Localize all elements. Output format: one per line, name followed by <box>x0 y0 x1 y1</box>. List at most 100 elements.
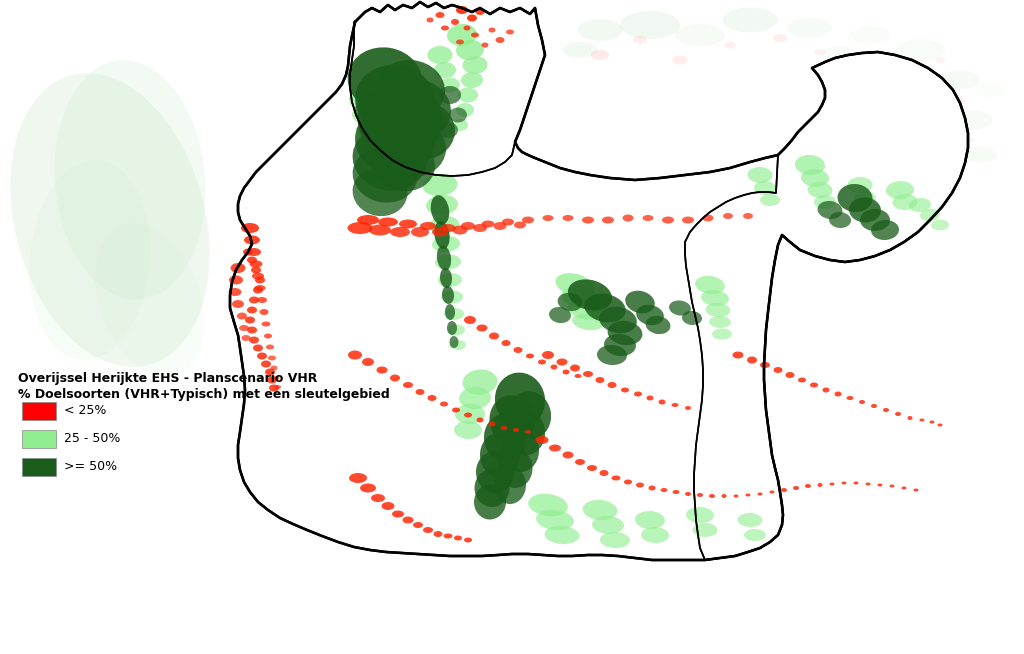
Ellipse shape <box>760 194 780 206</box>
Ellipse shape <box>452 407 460 413</box>
Ellipse shape <box>795 155 825 175</box>
Ellipse shape <box>355 105 435 175</box>
Ellipse shape <box>634 392 642 396</box>
Ellipse shape <box>434 221 450 249</box>
Bar <box>22 458 56 476</box>
Ellipse shape <box>860 202 880 214</box>
Ellipse shape <box>587 465 597 471</box>
Ellipse shape <box>447 321 457 335</box>
Ellipse shape <box>463 370 498 394</box>
Text: < 25%: < 25% <box>63 405 106 417</box>
Ellipse shape <box>247 248 261 256</box>
Ellipse shape <box>463 56 487 74</box>
Ellipse shape <box>255 277 265 283</box>
Ellipse shape <box>488 421 496 426</box>
Ellipse shape <box>692 523 718 537</box>
Ellipse shape <box>737 513 763 527</box>
Ellipse shape <box>514 222 526 228</box>
Polygon shape <box>230 2 968 560</box>
Ellipse shape <box>600 532 630 548</box>
Ellipse shape <box>567 301 602 319</box>
Ellipse shape <box>673 490 680 494</box>
Ellipse shape <box>416 389 425 395</box>
Ellipse shape <box>54 60 206 300</box>
Ellipse shape <box>785 372 795 378</box>
Ellipse shape <box>456 6 468 14</box>
Ellipse shape <box>838 184 872 212</box>
Ellipse shape <box>920 419 925 421</box>
Ellipse shape <box>848 177 872 193</box>
Ellipse shape <box>732 351 743 358</box>
Ellipse shape <box>441 26 449 31</box>
Text: 25 - 50%: 25 - 50% <box>63 432 121 445</box>
Ellipse shape <box>505 409 545 455</box>
Ellipse shape <box>607 321 642 345</box>
Ellipse shape <box>645 316 671 334</box>
Ellipse shape <box>243 249 253 256</box>
Ellipse shape <box>793 486 799 490</box>
Ellipse shape <box>242 335 251 341</box>
Ellipse shape <box>585 294 626 322</box>
Ellipse shape <box>624 479 632 485</box>
Ellipse shape <box>754 181 776 195</box>
Ellipse shape <box>814 49 826 55</box>
Ellipse shape <box>245 317 255 324</box>
Ellipse shape <box>241 223 259 233</box>
Ellipse shape <box>474 485 506 519</box>
Ellipse shape <box>865 483 870 485</box>
Ellipse shape <box>636 483 644 487</box>
Ellipse shape <box>432 228 449 237</box>
Ellipse shape <box>440 402 449 407</box>
Ellipse shape <box>575 459 585 465</box>
Ellipse shape <box>723 7 777 33</box>
Ellipse shape <box>604 334 636 356</box>
Ellipse shape <box>495 373 545 428</box>
Ellipse shape <box>773 367 782 373</box>
Ellipse shape <box>599 470 608 476</box>
Ellipse shape <box>461 72 483 88</box>
Ellipse shape <box>232 300 244 308</box>
Ellipse shape <box>829 212 851 228</box>
Ellipse shape <box>456 39 464 44</box>
Ellipse shape <box>494 222 507 230</box>
Ellipse shape <box>352 107 372 123</box>
Ellipse shape <box>439 86 461 104</box>
Ellipse shape <box>549 307 571 323</box>
Ellipse shape <box>420 222 436 230</box>
Ellipse shape <box>454 536 462 540</box>
Ellipse shape <box>636 305 664 325</box>
Ellipse shape <box>733 494 738 498</box>
Ellipse shape <box>551 364 557 370</box>
Ellipse shape <box>871 220 899 240</box>
Ellipse shape <box>434 62 456 78</box>
Ellipse shape <box>685 406 691 410</box>
Ellipse shape <box>461 222 475 230</box>
Ellipse shape <box>480 432 520 477</box>
Ellipse shape <box>591 50 609 60</box>
Ellipse shape <box>859 400 865 404</box>
Bar <box>22 402 56 420</box>
Ellipse shape <box>450 340 466 350</box>
Ellipse shape <box>265 368 275 375</box>
Ellipse shape <box>253 286 263 294</box>
Ellipse shape <box>357 215 379 225</box>
Ellipse shape <box>267 377 278 383</box>
Ellipse shape <box>920 209 940 221</box>
Ellipse shape <box>249 337 259 343</box>
Ellipse shape <box>360 139 376 151</box>
Ellipse shape <box>669 300 691 316</box>
Ellipse shape <box>369 224 391 235</box>
Ellipse shape <box>842 481 847 485</box>
Ellipse shape <box>701 290 729 306</box>
Ellipse shape <box>562 42 597 58</box>
Ellipse shape <box>513 347 522 353</box>
Ellipse shape <box>635 511 665 529</box>
Ellipse shape <box>855 65 865 71</box>
Text: % Doelsoorten (VHR+Typisch) met een sleutelgebied: % Doelsoorten (VHR+Typisch) met een sleu… <box>18 388 390 401</box>
Ellipse shape <box>890 485 895 487</box>
Ellipse shape <box>95 223 205 377</box>
Ellipse shape <box>371 494 385 502</box>
Ellipse shape <box>658 400 666 405</box>
Ellipse shape <box>431 195 450 225</box>
Ellipse shape <box>878 483 883 487</box>
